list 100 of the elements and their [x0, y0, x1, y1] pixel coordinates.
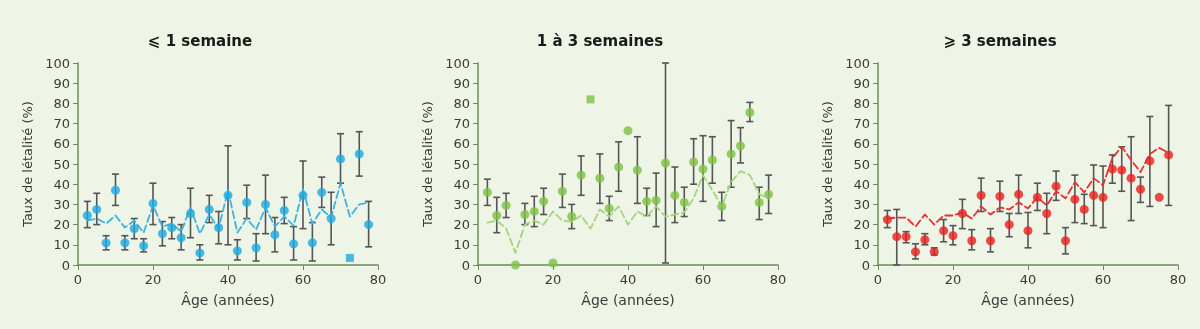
y-tick-label: 70: [853, 116, 870, 132]
point: [948, 231, 958, 241]
point: [214, 223, 224, 233]
y-tick-label: 100: [45, 55, 70, 71]
y-tick-label: 70: [53, 116, 70, 132]
x-tick-label: 80: [769, 272, 787, 287]
point: [595, 173, 605, 183]
x-tick-label: 20: [944, 272, 962, 287]
y-tick-label: 50: [453, 156, 470, 172]
y-tick-label: 80: [453, 95, 470, 111]
point: [204, 204, 214, 214]
point: [548, 258, 558, 268]
point: [726, 149, 736, 159]
y-tick-label: 80: [853, 95, 870, 111]
point: [336, 154, 345, 164]
point: [1079, 204, 1089, 214]
point: [623, 126, 633, 136]
point: [1164, 150, 1174, 160]
point: [995, 191, 1005, 201]
y-tick-label: 40: [853, 176, 870, 192]
x-tick-label: 20: [144, 272, 162, 287]
y-tick-label: 80: [53, 95, 70, 111]
y-tick-label: 90: [853, 75, 870, 91]
point: [354, 149, 364, 159]
point: [167, 223, 177, 233]
x-tick-label: 60: [694, 272, 712, 287]
y-tick-label: 10: [53, 237, 70, 253]
y-axis-title: Taux de létalité (%): [820, 101, 836, 228]
point: [232, 246, 242, 256]
point: [764, 189, 774, 199]
x-tick-label: 40: [1019, 272, 1037, 287]
point: [632, 165, 642, 175]
point: [557, 186, 567, 196]
point: [317, 187, 327, 197]
y-tick-label: 40: [453, 176, 470, 192]
point: [586, 95, 595, 104]
point: [976, 190, 986, 200]
point: [129, 224, 139, 234]
point: [186, 208, 195, 218]
y-tick-label: 30: [853, 196, 870, 212]
point: [492, 211, 502, 221]
y-tick-label: 100: [845, 55, 870, 71]
point: [1117, 165, 1127, 175]
point: [511, 260, 520, 270]
x-axis-title: Âge (années): [581, 291, 675, 308]
chart-title: ⩾ 3 semaines: [943, 31, 1057, 50]
y-tick-label: 20: [853, 217, 870, 233]
point: [157, 229, 167, 239]
point: [539, 196, 549, 206]
point: [92, 204, 102, 214]
y-tick-label: 40: [53, 176, 70, 192]
point: [698, 164, 708, 174]
point: [1136, 184, 1145, 194]
y-tick-label: 50: [853, 156, 870, 172]
point: [529, 206, 539, 216]
point: [1023, 226, 1033, 236]
point: [1107, 164, 1117, 174]
point: [754, 197, 764, 207]
point: [1042, 208, 1052, 218]
y-axis-title: Taux de létalité (%): [420, 101, 436, 228]
y-tick-label: 60: [453, 136, 470, 152]
point: [679, 197, 689, 207]
point: [986, 236, 995, 246]
x-tick-label: 80: [1169, 272, 1187, 287]
point: [482, 187, 492, 197]
x-tick-label: 40: [619, 272, 637, 287]
y-tick-label: 90: [53, 75, 70, 91]
point: [1070, 194, 1080, 204]
point: [364, 220, 374, 230]
point: [520, 210, 530, 219]
y-tick-label: 0: [861, 257, 870, 273]
x-tick-label: 0: [873, 272, 883, 287]
x-tick-label: 80: [369, 272, 387, 287]
point: [326, 214, 336, 224]
point: [270, 230, 280, 240]
point: [1061, 236, 1070, 246]
x-tick-label: 20: [544, 272, 562, 287]
y-tick-label: 70: [453, 116, 470, 132]
y-tick-label: 20: [453, 217, 470, 233]
x-tick-label: 60: [294, 272, 312, 287]
y-tick-label: 50: [53, 156, 70, 172]
chart-title: ⩽ 1 semaine: [147, 31, 253, 50]
point: [242, 197, 252, 207]
point: [576, 170, 586, 180]
point: [1051, 181, 1061, 191]
point: [604, 203, 614, 213]
point: [1014, 189, 1024, 199]
point: [957, 208, 967, 218]
point: [1098, 192, 1108, 202]
y-tick-label: 20: [53, 217, 70, 233]
chart-title: 1 à 3 semaines: [536, 31, 664, 50]
point: [1032, 192, 1042, 202]
point: [882, 215, 892, 225]
point: [736, 141, 745, 151]
y-tick-label: 60: [853, 136, 870, 152]
point: [139, 241, 149, 251]
point: [642, 196, 652, 206]
y-tick-label: 0: [461, 257, 470, 273]
point: [176, 233, 186, 243]
y-tick-label: 0: [61, 257, 70, 273]
